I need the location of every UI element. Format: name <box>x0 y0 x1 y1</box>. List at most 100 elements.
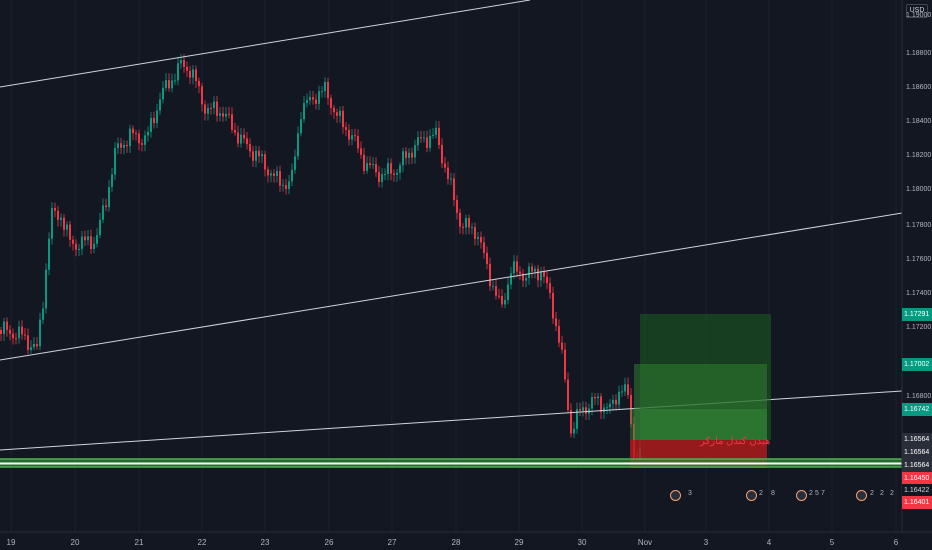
candle-body <box>150 117 152 132</box>
candle-body <box>60 217 62 220</box>
candle-body <box>435 127 437 135</box>
candle-body <box>177 63 179 81</box>
candle-body <box>345 127 347 130</box>
candle-body <box>525 277 527 281</box>
price-tick: 1.18800 <box>906 50 932 57</box>
currency-badge[interactable]: USD <box>906 4 928 18</box>
candle-body <box>498 295 500 297</box>
candle-body <box>573 428 575 434</box>
price-label[interactable]: 1.16422 <box>902 484 932 497</box>
support-lines[interactable] <box>0 458 902 468</box>
candle-body <box>339 110 341 116</box>
candle-body <box>489 263 491 287</box>
candle-body <box>399 165 401 173</box>
candle-body <box>591 396 593 409</box>
time-tick: 4 <box>766 538 772 547</box>
economic-event-icon[interactable] <box>796 490 807 501</box>
candle-body <box>216 101 218 116</box>
candle-body <box>201 86 203 105</box>
candle-body <box>318 91 320 104</box>
candle-body <box>300 119 302 134</box>
candle-body <box>162 87 164 100</box>
candle-body <box>627 384 629 395</box>
candle-body <box>501 296 503 305</box>
candle-body <box>99 219 101 236</box>
candle-body <box>402 151 404 166</box>
candle-body <box>255 150 257 161</box>
candle-body <box>129 128 131 147</box>
candle-body <box>0 330 2 334</box>
candle-body <box>309 97 311 101</box>
candle-body <box>465 217 467 228</box>
candle-body <box>45 269 47 309</box>
candle-body <box>195 69 197 81</box>
candle-body <box>564 349 566 380</box>
economic-event-icon[interactable] <box>856 490 867 501</box>
candle-body <box>444 163 446 168</box>
candle-body <box>9 329 11 334</box>
candle-body <box>594 396 596 399</box>
candle-body <box>579 409 581 411</box>
candle-body <box>363 154 365 171</box>
candle-body <box>609 403 611 408</box>
candle-body <box>147 131 149 136</box>
candle-body <box>159 99 161 111</box>
upper-channel-line <box>0 0 531 88</box>
candle-body <box>246 138 248 145</box>
candle-body <box>315 99 317 104</box>
candle-body <box>213 101 215 109</box>
candle-body <box>207 107 209 114</box>
time-tick: 22 <box>197 538 207 547</box>
candle-body <box>231 114 233 130</box>
candle-body <box>174 80 176 82</box>
candle-body <box>486 252 488 264</box>
candle-body <box>135 133 137 135</box>
candle-body <box>120 143 122 148</box>
candle-body <box>111 174 113 187</box>
candle-body <box>312 97 314 100</box>
price-label[interactable]: 1.17002 <box>902 358 932 371</box>
candle-body <box>438 127 440 145</box>
price-label[interactable]: 1.16742 <box>902 403 932 416</box>
candle-body <box>603 407 605 413</box>
candle-body <box>552 292 554 319</box>
candle-body <box>168 80 170 89</box>
candle-body <box>126 144 128 147</box>
candle-body <box>426 137 428 148</box>
candle-body <box>495 286 497 296</box>
price-label[interactable]: 1.16564 <box>902 446 932 459</box>
candle-body <box>279 171 281 186</box>
price-label[interactable]: 1.16450 <box>902 472 932 485</box>
candle-body <box>522 273 524 281</box>
price-label-target[interactable]: 1.17291 <box>902 308 932 321</box>
candle-body <box>18 326 20 339</box>
candle-body <box>561 342 563 350</box>
candle-body <box>546 276 548 284</box>
candle-body <box>615 399 617 405</box>
candle-body <box>606 407 608 409</box>
chart-annotation-text[interactable]: هیدن کندل مارکر <box>700 436 771 447</box>
candle-body <box>132 128 134 134</box>
economic-event-icon[interactable] <box>670 490 681 501</box>
price-label-stop[interactable]: 1.16401 <box>902 496 932 509</box>
price-label-entry[interactable]: 1.16564 <box>902 459 932 472</box>
candle-body <box>432 134 434 136</box>
candle-body <box>39 319 41 347</box>
candle-body <box>102 205 104 220</box>
long-position-tool[interactable] <box>630 314 771 468</box>
candle-body <box>354 135 356 137</box>
price-label[interactable]: 1.16564 <box>902 433 932 446</box>
candle-body <box>405 151 407 158</box>
candle-body <box>519 271 521 274</box>
candle-body <box>276 171 278 176</box>
time-tick: 6 <box>893 538 899 547</box>
candle-body <box>240 134 242 144</box>
economic-event-icon[interactable] <box>746 490 757 501</box>
candle-body <box>117 143 119 149</box>
candle-body <box>144 135 146 145</box>
candle-body <box>375 163 377 173</box>
candle-body <box>381 174 383 183</box>
candle-body <box>33 344 35 348</box>
candle-body <box>285 184 287 189</box>
